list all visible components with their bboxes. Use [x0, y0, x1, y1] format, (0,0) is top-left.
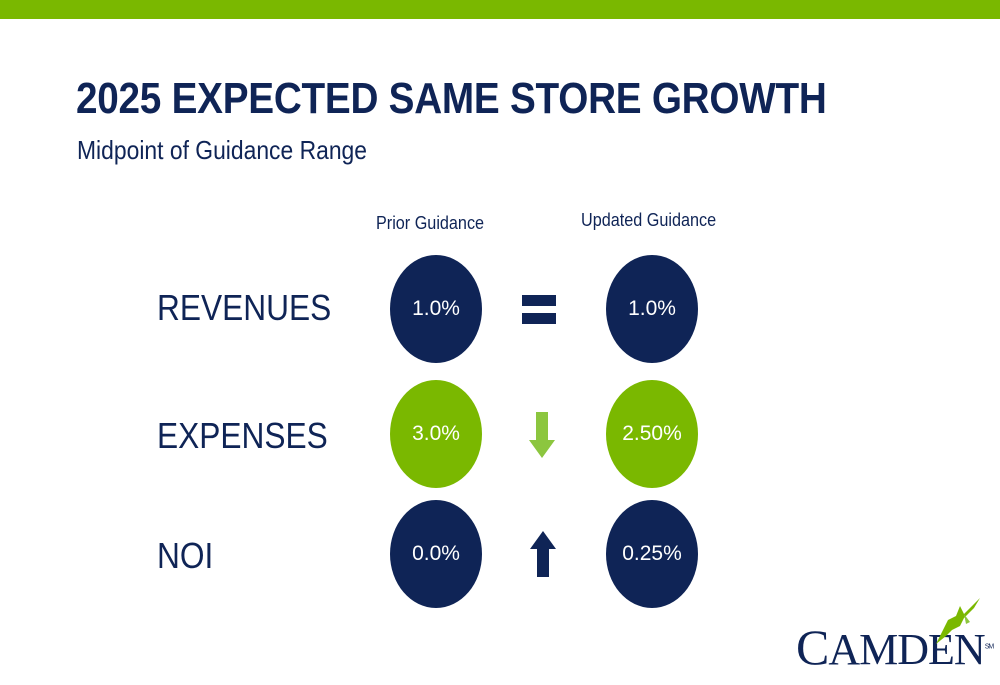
top-accent-bar	[0, 0, 1000, 19]
column-header-updated: Updated Guidance	[581, 210, 717, 230]
row-label-noi: NOI	[157, 535, 214, 576]
column-header-prior: Prior Guidance	[376, 213, 485, 233]
equals-icon	[522, 295, 556, 324]
updated-value-revenues-text: 1.0%	[628, 297, 676, 320]
prior-value-revenues: 1.0%	[390, 255, 482, 363]
page-title: 2025 EXPECTED SAME STORE GROWTH	[76, 74, 827, 123]
updated-value-expenses-text: 2.50%	[622, 422, 682, 445]
prior-value-expenses-text: 3.0%	[412, 422, 460, 445]
logo-wordmark: CAMDENSM	[796, 618, 994, 676]
updated-value-expenses: 2.50%	[606, 380, 698, 488]
updated-value-noi: 0.25%	[606, 500, 698, 608]
logo-rest: AMDEN	[828, 625, 985, 674]
prior-value-noi-text: 0.0%	[412, 542, 460, 565]
up-arrow-icon	[530, 531, 556, 577]
down-arrow-icon	[529, 412, 555, 458]
prior-value-expenses: 3.0%	[390, 380, 482, 488]
hummingbird-icon	[936, 598, 980, 644]
logo-initial: C	[796, 619, 829, 675]
logo-service-mark: SM	[984, 643, 994, 651]
row-label-revenues: REVENUES	[157, 287, 332, 328]
row-label-expenses: EXPENSES	[157, 415, 328, 456]
camden-logo: CAMDENSM	[796, 596, 994, 675]
prior-value-revenues-text: 1.0%	[412, 297, 460, 320]
page-subtitle: Midpoint of Guidance Range	[77, 135, 368, 165]
updated-value-revenues: 1.0%	[606, 255, 698, 363]
prior-value-noi: 0.0%	[390, 500, 482, 608]
updated-value-noi-text: 0.25%	[622, 542, 682, 565]
